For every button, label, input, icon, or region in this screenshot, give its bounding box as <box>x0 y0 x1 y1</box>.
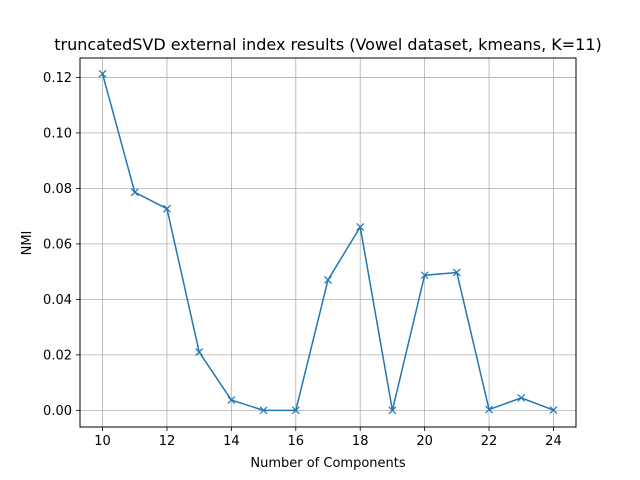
data-point-marker <box>388 406 397 415</box>
series <box>98 69 558 415</box>
data-point-marker <box>452 268 461 277</box>
data-point <box>130 188 139 197</box>
data-point <box>324 276 332 284</box>
data-point-marker <box>163 204 171 213</box>
y-tick-label: 0.02 <box>43 348 72 363</box>
data-point-marker <box>517 393 526 402</box>
data-point <box>485 405 493 414</box>
y-tick-label: 0.04 <box>43 293 72 308</box>
data-point-marker <box>259 406 268 415</box>
data-point-marker <box>485 405 493 414</box>
x-tick-label: 12 <box>159 434 176 449</box>
data-point-marker <box>324 276 332 284</box>
x-tick-label: 22 <box>481 434 498 449</box>
data-point <box>388 406 397 415</box>
plot-frame <box>79 57 577 428</box>
x-tick-label: 20 <box>416 434 433 449</box>
data-point <box>259 406 268 415</box>
data-point <box>227 396 236 405</box>
x-tick-label: 18 <box>352 434 369 449</box>
data-point-marker <box>98 69 107 78</box>
grid <box>80 58 576 427</box>
data-point <box>452 268 461 277</box>
data-point <box>517 393 526 402</box>
x-tick-label: 10 <box>94 434 111 449</box>
y-tick-label: 0.00 <box>43 404 72 419</box>
data-point <box>549 406 558 415</box>
x-tick-label: 14 <box>223 434 240 449</box>
y-tick-label: 0.08 <box>43 182 72 197</box>
data-point-marker <box>291 406 300 415</box>
data-point <box>163 204 171 213</box>
data-point <box>420 271 429 280</box>
y-tick-label: 0.06 <box>43 237 72 252</box>
y-tick-label: 0.12 <box>43 71 72 86</box>
data-point <box>98 69 107 78</box>
x-tick-label: 16 <box>288 434 305 449</box>
x-tick-label: 24 <box>545 434 562 449</box>
x-axis-label: Number of Components <box>250 456 405 471</box>
chart-title: truncatedSVD external index results (Vow… <box>54 35 602 54</box>
y-tick-label: 0.10 <box>43 126 72 141</box>
ticks: 10 12 14 16 18 20 22 24 0.00 0.02 0.04 0.06 0.08 0.10… <box>43 71 562 449</box>
data-point <box>356 223 365 231</box>
data-point-marker <box>130 188 139 197</box>
data-point <box>291 406 300 415</box>
data-point-marker <box>420 271 429 280</box>
data-point-marker <box>195 348 204 357</box>
data-point-marker <box>549 406 558 415</box>
y-axis-label: NMI <box>20 231 35 256</box>
data-point-marker <box>227 396 236 405</box>
data-point-marker <box>356 223 365 231</box>
data-point <box>195 348 204 357</box>
